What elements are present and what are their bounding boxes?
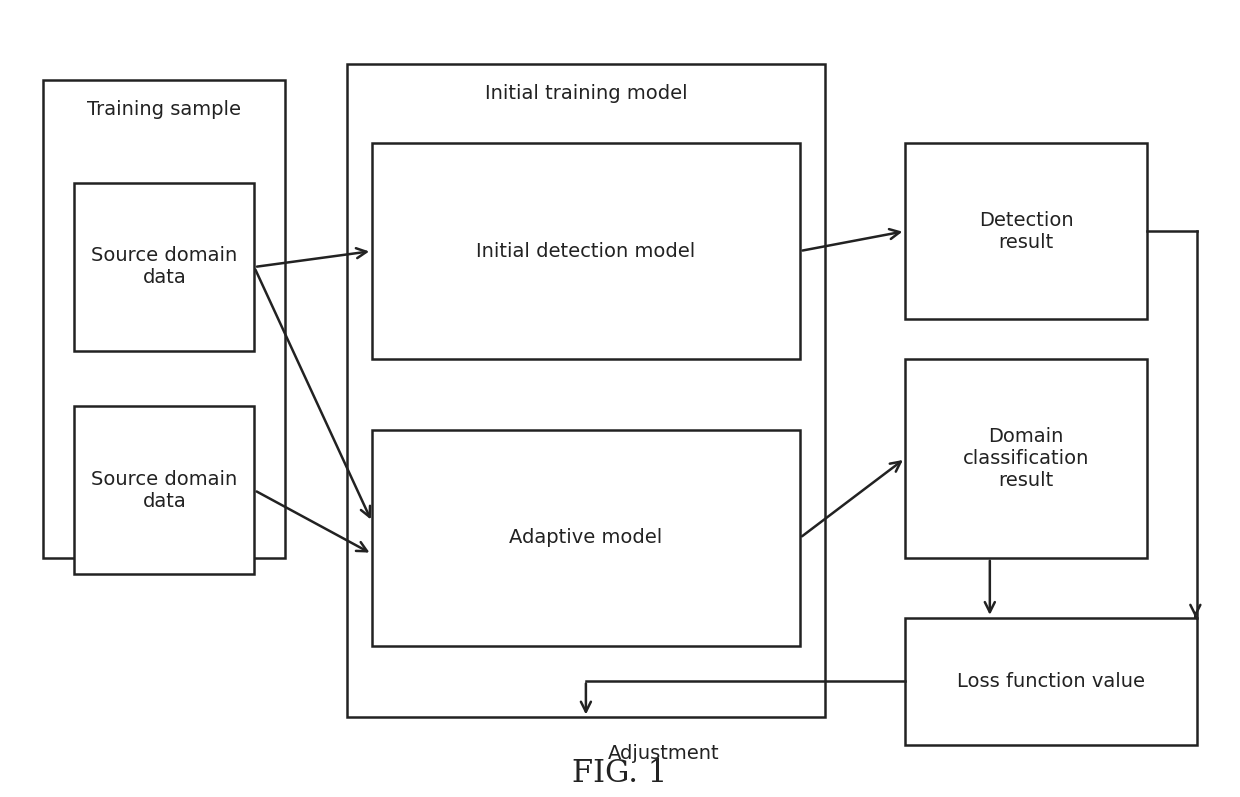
Text: Initial training model: Initial training model bbox=[485, 84, 687, 103]
FancyBboxPatch shape bbox=[905, 143, 1147, 319]
FancyBboxPatch shape bbox=[372, 430, 800, 646]
Text: Detection
result: Detection result bbox=[978, 210, 1074, 252]
Text: Source domain
data: Source domain data bbox=[92, 469, 237, 511]
FancyBboxPatch shape bbox=[905, 618, 1197, 745]
FancyBboxPatch shape bbox=[74, 406, 254, 574]
Text: Training sample: Training sample bbox=[87, 100, 242, 119]
Text: Source domain
data: Source domain data bbox=[92, 246, 237, 288]
Text: Initial detection model: Initial detection model bbox=[476, 241, 696, 261]
FancyBboxPatch shape bbox=[74, 183, 254, 351]
Text: Adjustment: Adjustment bbox=[608, 744, 719, 763]
FancyBboxPatch shape bbox=[43, 80, 285, 558]
Text: Loss function value: Loss function value bbox=[957, 672, 1145, 691]
Text: FIG. 1: FIG. 1 bbox=[573, 758, 667, 789]
Text: Domain
classification
result: Domain classification result bbox=[963, 426, 1089, 490]
FancyBboxPatch shape bbox=[347, 64, 825, 717]
FancyBboxPatch shape bbox=[905, 359, 1147, 558]
Text: Adaptive model: Adaptive model bbox=[510, 528, 662, 548]
FancyBboxPatch shape bbox=[372, 143, 800, 359]
